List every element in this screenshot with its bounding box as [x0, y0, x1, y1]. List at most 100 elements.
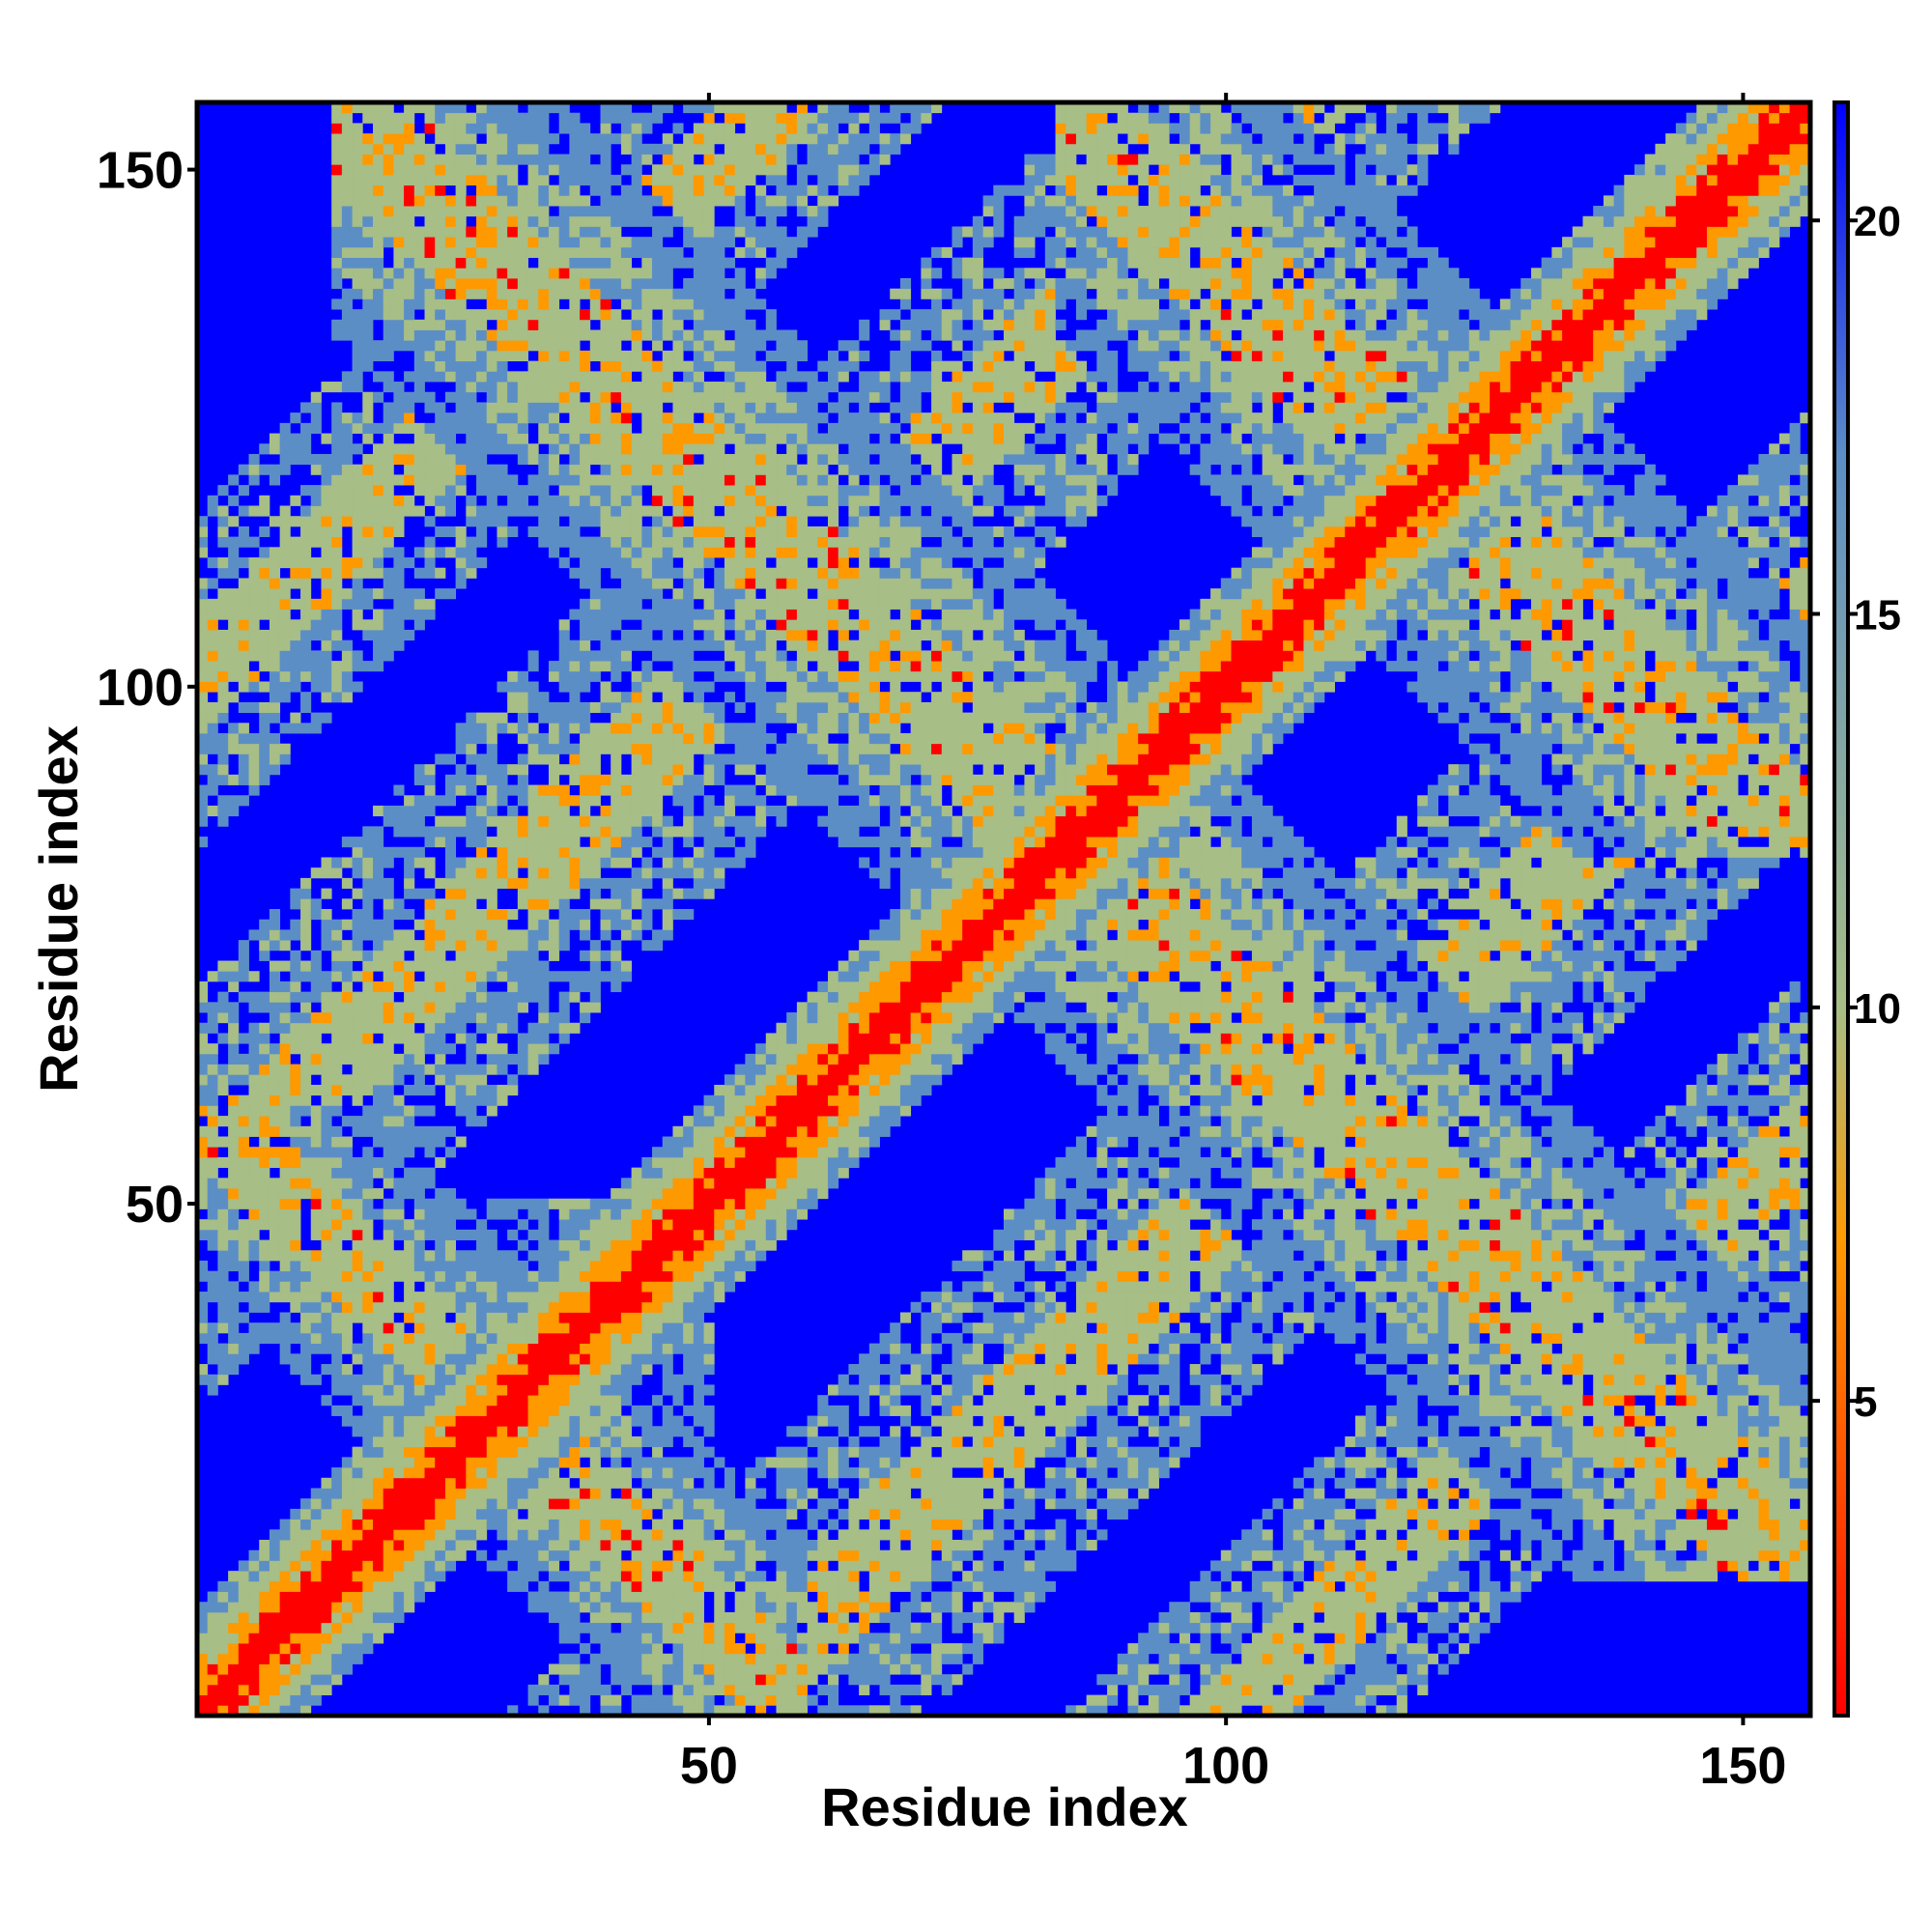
heatmap-cell [558, 815, 570, 827]
heatmap-cell [652, 185, 664, 196]
heatmap-cell [362, 112, 374, 124]
heatmap-cell [486, 1105, 497, 1117]
heatmap-cell [620, 1384, 633, 1396]
heatmap-cell [620, 433, 633, 444]
heatmap-cell [444, 1322, 457, 1334]
heatmap-cell [611, 1239, 622, 1251]
heatmap-cell [611, 1260, 622, 1272]
heatmap-cell [538, 485, 550, 497]
heatmap-cell [631, 1301, 642, 1313]
heatmap-cell [383, 980, 394, 993]
heatmap-cell [517, 898, 528, 910]
heatmap-cell [455, 1012, 467, 1024]
heatmap-cell [310, 712, 322, 724]
heatmap-cell [372, 639, 384, 651]
heatmap-cell [558, 1364, 570, 1376]
heatmap-cell [620, 971, 633, 982]
heatmap-cell [279, 1643, 291, 1655]
heatmap-cell [620, 1684, 633, 1695]
heatmap-cell [580, 505, 591, 517]
heatmap-cell [507, 1571, 519, 1582]
heatmap-cell [569, 1301, 581, 1313]
heatmap-cell [269, 1178, 281, 1189]
heatmap-cell [331, 443, 343, 455]
heatmap-cell [652, 1270, 664, 1282]
heatmap-cell [631, 164, 642, 176]
heatmap-cell [197, 1156, 209, 1169]
heatmap-cell [672, 1684, 684, 1695]
heatmap-cell [331, 692, 343, 703]
heatmap-cell [352, 485, 363, 497]
heatmap-cell [558, 784, 570, 796]
heatmap-cell [672, 206, 684, 217]
heatmap-cell [683, 609, 695, 620]
heatmap-cell [393, 929, 405, 941]
heatmap-cell [372, 1343, 384, 1354]
heatmap-cell [413, 1292, 425, 1303]
heatmap-cell [558, 112, 570, 124]
heatmap-cell [569, 837, 581, 848]
heatmap-cell [507, 670, 519, 682]
heatmap-cell [259, 567, 270, 579]
heatmap-cell [321, 1125, 332, 1137]
heatmap-cell [527, 402, 539, 413]
heatmap-cell [486, 1022, 497, 1034]
heatmap-cell [476, 443, 488, 455]
heatmap-cell [486, 1208, 497, 1220]
heatmap-cell [331, 1043, 343, 1055]
heatmap-cell [413, 1033, 425, 1044]
heatmap-cell [248, 464, 260, 475]
heatmap-cell [217, 1033, 229, 1044]
heatmap-cell [269, 516, 281, 527]
heatmap-cell [383, 495, 394, 506]
heatmap-cell [507, 195, 519, 207]
heatmap-cell [455, 1208, 467, 1220]
heatmap-cell [331, 422, 343, 434]
heatmap-cell [466, 1374, 477, 1385]
heatmap-cell [486, 391, 497, 403]
heatmap-cell [558, 805, 570, 817]
heatmap-cell [641, 1674, 653, 1686]
heatmap-cell [589, 1446, 601, 1458]
heatmap-cell [580, 464, 591, 475]
heatmap-cell [444, 888, 457, 899]
heatmap-cell [662, 1322, 673, 1334]
heatmap-cell [393, 909, 405, 921]
heatmap-cell [672, 1188, 684, 1200]
heatmap-cell [404, 991, 415, 1003]
heatmap-cell [424, 1178, 436, 1189]
heatmap-cell [290, 598, 301, 610]
heatmap-cell [393, 940, 405, 952]
heatmap-cell [497, 350, 508, 362]
heatmap-cell [683, 237, 695, 248]
heatmap-cell [527, 340, 539, 352]
heatmap-cell [424, 268, 436, 279]
heatmap-cell [652, 609, 664, 620]
heatmap-cell [310, 453, 322, 466]
heatmap-cell [527, 1395, 539, 1406]
heatmap-cell [548, 1549, 560, 1561]
heatmap-cell [362, 857, 374, 868]
heatmap-cell [662, 1560, 673, 1572]
heatmap-cell [569, 1426, 581, 1437]
heatmap-cell [517, 329, 528, 341]
heatmap-cell [580, 195, 591, 207]
heatmap-cell [383, 268, 394, 279]
heatmap-cell [517, 1002, 528, 1013]
heatmap-cell [372, 950, 384, 961]
heatmap-cell [331, 1136, 343, 1148]
heatmap-cell [404, 1415, 415, 1427]
heatmap-cell [527, 1549, 539, 1561]
heatmap-cell [279, 743, 291, 754]
heatmap-cell [372, 1125, 384, 1137]
heatmap-cell [662, 837, 673, 848]
heatmap-cell [341, 164, 353, 176]
heatmap-cell [486, 1064, 497, 1075]
heatmap-cell [435, 837, 446, 848]
heatmap-cell [444, 154, 457, 165]
heatmap-cell [321, 1064, 332, 1075]
heatmap-cell [580, 1012, 591, 1024]
heatmap-cell [507, 1312, 519, 1323]
heatmap-cell [310, 1602, 322, 1613]
heatmap-cell [631, 154, 642, 165]
